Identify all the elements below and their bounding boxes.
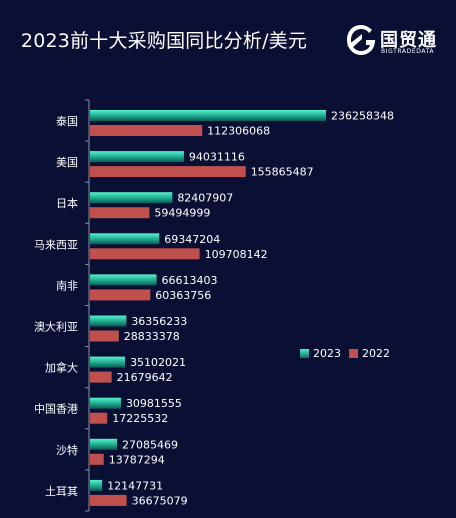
bar-2022: [90, 330, 119, 342]
value-label-2022: 59494999: [154, 207, 210, 220]
brand-tagline: BIGTRADEDATA: [381, 48, 435, 55]
bar-2022: [90, 371, 112, 383]
value-label-2022: 112306068: [207, 125, 270, 138]
value-label-2023: 69347204: [164, 233, 220, 246]
category-label: 泰国: [56, 114, 78, 128]
value-label-2023: 236258348: [331, 110, 394, 123]
bar-2022: [90, 207, 150, 219]
value-label-2022: 60363756: [155, 289, 211, 302]
legend-label-2022: 2022: [362, 347, 390, 360]
legend-swatch-2022: [349, 349, 358, 358]
bar-2023: [90, 274, 157, 286]
value-label-2022: 109708142: [205, 248, 268, 261]
bar-2022: [90, 166, 246, 178]
bar-2022: [90, 289, 151, 301]
bar-2023: [90, 315, 127, 327]
value-label-2022: 13787294: [109, 453, 165, 466]
bar-2023: [90, 356, 126, 368]
category-label: 日本: [56, 196, 78, 210]
category-label: 美国: [56, 156, 78, 169]
category-label: 马来西亚: [34, 238, 78, 251]
value-label-2022: 21679642: [117, 371, 173, 384]
bar-2023: [90, 438, 118, 450]
legend: 2023 2022: [300, 347, 398, 360]
brand-logo-icon: [347, 25, 375, 55]
bar-2023: [90, 233, 160, 245]
bar-2022: [90, 494, 127, 506]
bar-2022: [90, 412, 108, 424]
value-label-2023: 66613403: [162, 274, 218, 287]
chart-title: 2023前十大采购国同比分析/美元: [20, 30, 308, 52]
bar-2022: [90, 125, 203, 136]
brand-logo-block: 国贸通 BIGTRADEDATA: [344, 22, 448, 62]
category-label: 沙特: [56, 443, 78, 457]
legend-label-2023: 2023: [313, 347, 341, 360]
value-label-2023: 82407907: [177, 192, 233, 205]
bar-2022: [90, 248, 200, 260]
category-label: 土耳其: [45, 485, 78, 498]
value-label-2023: 12147731: [107, 479, 163, 492]
value-label-2023: 94031116: [189, 151, 245, 164]
value-label-2022: 36675079: [132, 494, 188, 507]
value-label-2022: 155865487: [251, 166, 314, 179]
category-label: 澳大利亚: [34, 320, 78, 334]
value-label-2023: 30981555: [126, 397, 182, 410]
value-label-2023: 36356233: [131, 315, 187, 328]
bar-2022: [90, 453, 104, 465]
legend-item-2023: 2023: [300, 347, 341, 360]
category-label: 中国香港: [34, 403, 78, 416]
category-label: 南非: [56, 279, 78, 292]
value-label-2023: 35102021: [130, 356, 186, 369]
bar-2023: [90, 110, 326, 121]
bar-2023: [90, 151, 184, 163]
brand-name: 国贸通: [380, 30, 437, 51]
legend-item-2022: 2022: [349, 347, 390, 360]
value-label-2022: 28833378: [124, 330, 180, 343]
legend-swatch-2023: [300, 349, 309, 358]
value-label-2022: 17225532: [112, 412, 168, 425]
bar-2023: [90, 479, 103, 491]
bar-2023: [90, 192, 173, 204]
value-label-2023: 27085469: [122, 438, 178, 451]
bar-2023: [90, 397, 121, 409]
category-label: 加拿大: [45, 361, 78, 375]
